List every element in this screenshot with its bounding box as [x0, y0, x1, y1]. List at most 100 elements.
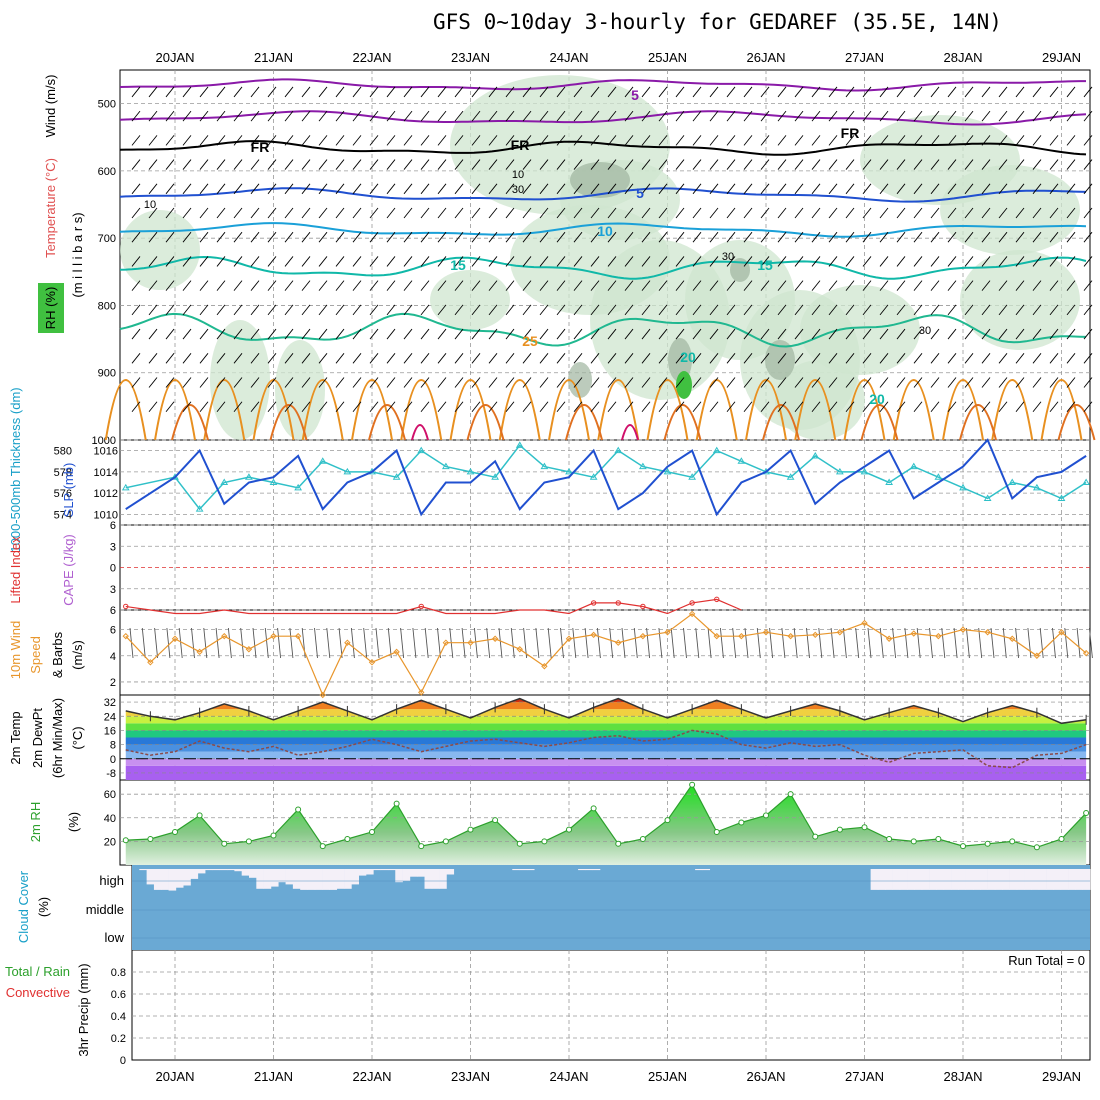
thickness-point: [614, 446, 623, 454]
wind-barb: [556, 256, 566, 267]
wind-barb: [216, 207, 226, 219]
isotherm-loop: [203, 379, 246, 441]
wind-barb: [1032, 207, 1042, 219]
wind-barb: [811, 328, 821, 340]
wind-barb: [573, 159, 583, 170]
wind-barb: [522, 207, 532, 219]
wind-barb: [811, 304, 821, 316]
wind-barb: [930, 135, 940, 146]
wind-barb: [539, 135, 549, 146]
wind-barb: [828, 183, 838, 195]
wind-barb: [590, 110, 600, 122]
rh-shading-area: [960, 250, 1080, 350]
wind-barb: [505, 183, 515, 195]
wind-barb: [624, 207, 634, 219]
wind-barb: [743, 135, 753, 146]
wind-barb: [777, 280, 787, 291]
cloud-high-gap: [1068, 869, 1076, 890]
wind-barb: [182, 159, 192, 170]
wind-barb: [284, 304, 294, 316]
wind-barb: [777, 207, 787, 219]
wind-barb: [777, 353, 787, 364]
wind-barb: [641, 86, 651, 98]
wind-barb: [794, 86, 804, 98]
wind-barb: [556, 401, 566, 413]
wind-speed-point: [910, 630, 917, 637]
wind-barb: [641, 135, 651, 146]
wind-barb: [1032, 280, 1042, 291]
wind-barb: [692, 353, 702, 364]
wind-barb: [964, 183, 974, 195]
wind-barb: [387, 627, 392, 659]
bottom-date-labels: 20JAN 21JAN 22JAN 23JAN 24JAN 25JAN 26JAN 27JAN…: [155, 1069, 1081, 1084]
rh-shading-bright: [676, 371, 692, 399]
lifted-index-point: [714, 596, 720, 603]
temperature-contour-label: FR: [511, 137, 530, 153]
wind-barb: [165, 86, 175, 98]
wind-barb: [845, 207, 855, 219]
wind-barb: [692, 86, 702, 98]
rh-point: [147, 836, 154, 843]
wind-barb: [675, 328, 685, 340]
wind-barb: [845, 353, 855, 364]
wind-barb: [1032, 183, 1042, 195]
wind-barb: [267, 135, 277, 146]
wind-barb: [913, 135, 923, 146]
wind-barb: [318, 304, 328, 316]
wind-barb: [165, 135, 175, 146]
rh-point: [196, 812, 203, 819]
wind-barb: [335, 183, 345, 195]
wind-barb: [743, 183, 753, 195]
wind-barb: [250, 159, 260, 170]
cloud-high-gap: [1038, 869, 1047, 890]
lifted-index-point: [615, 600, 621, 606]
wind-barb: [352, 207, 362, 219]
cloud-high-gap: [417, 869, 425, 877]
cloud-high-gap: [1031, 869, 1040, 890]
wind-barb: [386, 135, 396, 146]
pressure-tick-label: 1000: [92, 435, 116, 447]
wind-barb: [658, 377, 668, 388]
precip-tick-label: 0.8: [111, 967, 126, 979]
wind-barb: [403, 280, 413, 291]
isotherm-line: [119, 222, 1087, 238]
wind-barb: [165, 231, 175, 243]
wind-barb: [233, 304, 243, 316]
wind-barb: [726, 135, 736, 146]
wind-barb: [904, 627, 909, 659]
temperature-contour-label: FR: [251, 139, 270, 155]
wind-barb: [1049, 207, 1059, 219]
wind-tick-label: 4: [110, 651, 116, 663]
wind-speed-point: [344, 639, 351, 646]
wind-barb: [760, 231, 770, 243]
wind-barb: [386, 328, 396, 340]
wind-barb: [454, 183, 464, 195]
wind-barb: [573, 86, 583, 98]
thickness-point: [835, 467, 844, 475]
wind-barb: [896, 280, 906, 291]
rh-tick-label: 60: [104, 789, 116, 801]
wind-barb: [981, 110, 991, 122]
wind-barb: [289, 627, 294, 659]
wind-barb: [675, 377, 685, 388]
rh-point: [639, 836, 646, 843]
wind-barb: [318, 207, 328, 219]
temp-tick-label: 8: [110, 740, 116, 752]
wind-barb: [182, 231, 192, 243]
wind-barb: [743, 231, 753, 243]
wind-barb: [326, 627, 331, 659]
wind-barb: [726, 110, 736, 122]
wind-barb: [386, 256, 396, 267]
wind-barb: [607, 135, 617, 146]
isotherm-loop-hot: [411, 424, 429, 441]
wind-barb: [981, 231, 991, 243]
wind-barb: [182, 401, 192, 413]
thickness-point: [392, 473, 401, 480]
wind-barb: [131, 280, 141, 291]
wind-barb: [641, 328, 651, 340]
wind-barb: [203, 627, 208, 659]
wind-barb: [828, 377, 838, 388]
wind-barb: [590, 304, 600, 316]
wind-barb: [199, 280, 209, 291]
wind-barb: [1015, 353, 1025, 364]
